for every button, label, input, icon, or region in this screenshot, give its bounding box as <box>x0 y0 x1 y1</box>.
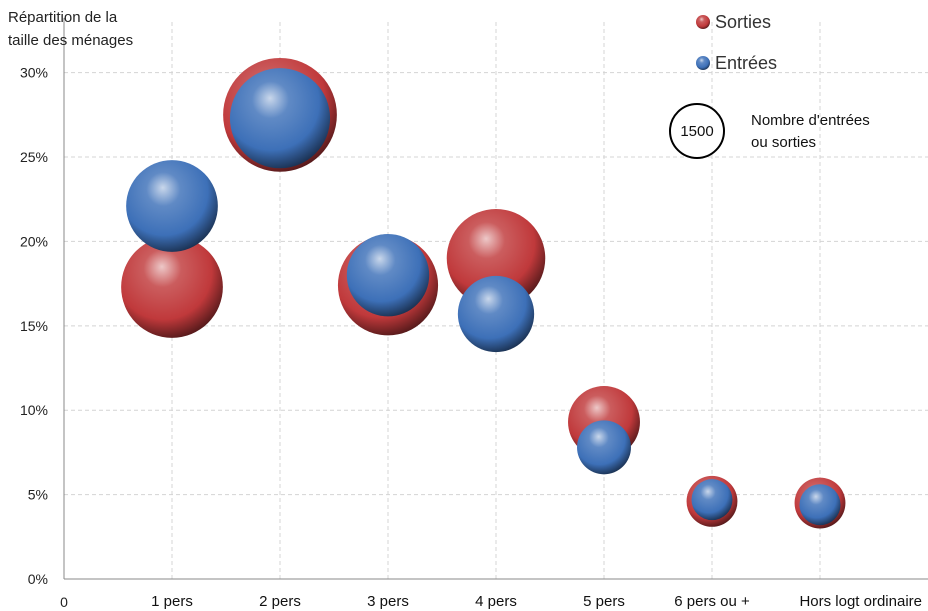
y-tick-label: 30% <box>20 65 48 81</box>
legend-marker-entrees <box>696 56 710 70</box>
bubble-entrees <box>691 479 733 521</box>
x-category-label: 2 pers <box>259 593 301 610</box>
size-legend-circle <box>669 103 725 159</box>
x-category-label: Hors logt ordinaire <box>799 593 922 610</box>
bubble-sorties <box>446 209 546 308</box>
y-axis-title: taille des ménages <box>8 32 133 49</box>
legend: Sorties Entrées 1500 Nombre d'entrées ou sor… <box>669 12 870 159</box>
y-axis-title: Répartition de la <box>8 9 118 26</box>
y-tick-label: 10% <box>20 402 48 418</box>
size-legend-label: Nombre d'entrées <box>751 112 870 129</box>
x-category-label: 4 pers <box>475 593 517 610</box>
x-category-label: 1 pers <box>151 593 193 610</box>
y-tick-label: 5% <box>28 487 48 503</box>
legend-label: Entrées <box>715 53 777 73</box>
bubbles <box>121 57 846 529</box>
bubble-entrees <box>346 233 430 317</box>
bubble-entrees <box>126 160 218 252</box>
bubble-entrees <box>457 275 535 353</box>
bubble-sorties <box>121 236 223 338</box>
x-origin-label: 0 <box>60 594 68 610</box>
axes: 0% 5% 10% 15% 20% 25% 30% 0 1 pers 2 pers 3 pers 4 … <box>8 9 928 610</box>
bubble-entrees <box>577 420 631 475</box>
legend-label: Sorties <box>715 12 771 32</box>
y-tick-label: 15% <box>20 318 48 334</box>
bubble-entrees <box>229 68 331 169</box>
y-tick-label: 20% <box>20 233 48 249</box>
y-tick-label: 25% <box>20 149 48 165</box>
size-legend-label: ou sorties <box>751 134 816 151</box>
y-tick-label: 0% <box>28 571 48 587</box>
legend-marker-sorties <box>696 15 710 29</box>
x-category-label: 3 pers <box>367 593 409 610</box>
size-legend-value: 1500 <box>680 123 713 140</box>
series-entrees <box>126 68 841 526</box>
bubble-entrees <box>799 484 841 526</box>
x-category-label: 6 pers ou + <box>674 593 750 610</box>
x-category-label: 5 pers <box>583 593 625 610</box>
